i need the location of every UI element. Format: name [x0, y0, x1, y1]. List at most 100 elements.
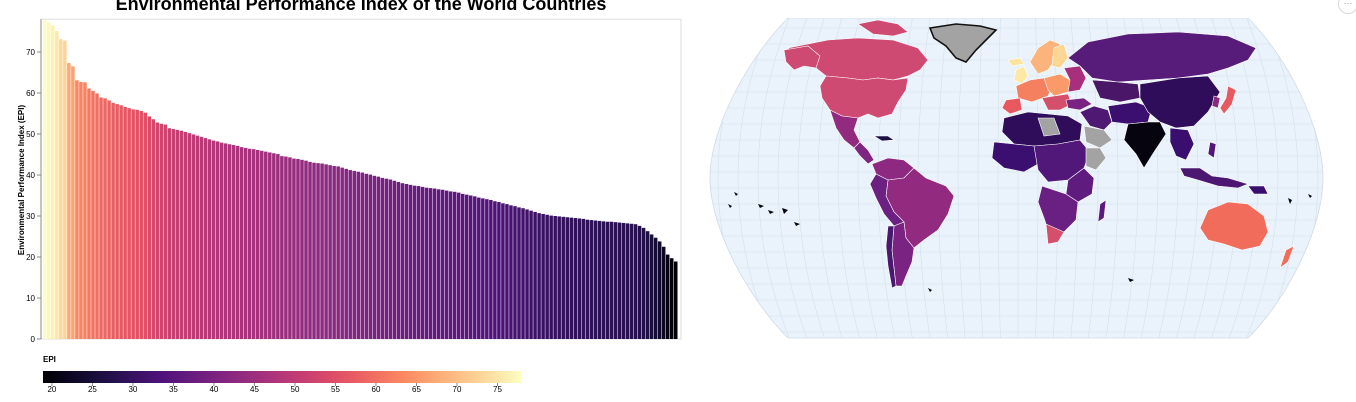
bar[interactable]: [95, 93, 99, 339]
bar[interactable]: [424, 187, 429, 339]
country-cuba[interactable]: [872, 135, 895, 142]
bar[interactable]: [55, 31, 59, 340]
bar[interactable]: [573, 218, 578, 339]
country-south-africa[interactable]: [1045, 223, 1065, 245]
country-uk[interactable]: [1013, 65, 1029, 85]
bar[interactable]: [529, 210, 533, 339]
bar[interactable]: [268, 152, 272, 339]
bar[interactable]: [481, 198, 485, 339]
country-russia[interactable]: [1067, 31, 1257, 83]
bar[interactable]: [147, 116, 152, 340]
bar[interactable]: [589, 220, 594, 339]
bar[interactable]: [469, 195, 473, 340]
country-chile[interactable]: [885, 225, 897, 289]
bar[interactable]: [613, 222, 618, 339]
bar[interactable]: [537, 213, 541, 339]
bar[interactable]: [653, 237, 658, 339]
bar[interactable]: [99, 97, 103, 339]
bar[interactable]: [364, 173, 369, 339]
bar[interactable]: [432, 188, 437, 339]
bar[interactable]: [276, 154, 280, 339]
bar[interactable]: [460, 193, 465, 339]
bar[interactable]: [328, 165, 332, 339]
bar[interactable]: [525, 209, 529, 339]
bar[interactable]: [637, 225, 642, 339]
bar[interactable]: [464, 194, 469, 339]
bar[interactable]: [629, 223, 634, 339]
bar[interactable]: [372, 175, 377, 339]
bar[interactable]: [139, 111, 143, 339]
bar[interactable]: [440, 189, 445, 339]
bar[interactable]: [545, 214, 549, 339]
bar[interactable]: [577, 218, 582, 339]
country-southeast-asia[interactable]: [1169, 127, 1195, 161]
bar[interactable]: [123, 106, 127, 339]
bar[interactable]: [400, 183, 405, 339]
country-canada[interactable]: [787, 37, 929, 81]
bar[interactable]: [59, 39, 63, 339]
bar[interactable]: [420, 186, 425, 339]
bar[interactable]: [219, 142, 224, 339]
country-arctic-islands[interactable]: [857, 19, 909, 37]
bar[interactable]: [272, 153, 276, 339]
more-options-button[interactable]: ⋯: [1338, 0, 1356, 14]
country-greenland[interactable]: [928, 23, 998, 63]
bar[interactable]: [621, 222, 626, 339]
country-iceland[interactable]: [1007, 57, 1025, 67]
bar[interactable]: [485, 199, 489, 339]
bar[interactable]: [549, 215, 553, 339]
country-japan[interactable]: [1219, 85, 1237, 115]
bar[interactable]: [264, 151, 268, 339]
bar[interactable]: [661, 246, 666, 339]
bar[interactable]: [344, 168, 348, 339]
bar[interactable]: [304, 160, 308, 339]
bar[interactable]: [597, 220, 602, 339]
bar[interactable]: [497, 202, 501, 339]
bar[interactable]: [581, 218, 586, 339]
bar[interactable]: [131, 109, 135, 340]
bar[interactable]: [444, 190, 449, 339]
bar[interactable]: [288, 157, 292, 339]
bar[interactable]: [673, 261, 678, 339]
bar[interactable]: [396, 181, 401, 339]
bar[interactable]: [103, 98, 107, 339]
bar[interactable]: [585, 219, 590, 339]
bar[interactable]: [223, 143, 228, 339]
bar[interactable]: [352, 170, 356, 339]
bar[interactable]: [135, 109, 139, 339]
bar[interactable]: [239, 147, 244, 339]
bar[interactable]: [384, 178, 389, 339]
bar[interactable]: [509, 205, 513, 339]
bar[interactable]: [71, 66, 75, 339]
bar[interactable]: [633, 224, 638, 339]
bar[interactable]: [159, 123, 164, 339]
bar[interactable]: [416, 186, 421, 339]
country-libya[interactable]: [1037, 117, 1061, 137]
country-philippines[interactable]: [1207, 141, 1217, 159]
bar[interactable]: [91, 90, 95, 339]
country-korea[interactable]: [1211, 95, 1221, 109]
bar[interactable]: [211, 140, 216, 339]
bar[interactable]: [569, 217, 574, 339]
bar[interactable]: [107, 100, 111, 339]
bar[interactable]: [87, 88, 91, 340]
bar[interactable]: [428, 188, 433, 339]
bar[interactable]: [215, 141, 220, 339]
country-india-pakistan[interactable]: [1123, 121, 1167, 169]
country-horn-of-africa[interactable]: [1085, 147, 1107, 171]
country-usa[interactable]: [819, 75, 909, 119]
bar[interactable]: [489, 200, 493, 339]
bar[interactable]: [348, 170, 352, 339]
bar[interactable]: [617, 222, 622, 339]
bar[interactable]: [79, 81, 83, 340]
bar[interactable]: [247, 148, 252, 339]
bar[interactable]: [360, 172, 365, 339]
bar[interactable]: [593, 220, 598, 339]
bar[interactable]: [477, 197, 481, 339]
bar[interactable]: [155, 122, 160, 340]
country-china-mongolia[interactable]: [1139, 75, 1221, 129]
bar[interactable]: [127, 108, 131, 339]
country-iberia[interactable]: [1001, 97, 1023, 115]
country-alaska[interactable]: [783, 45, 821, 71]
country-turkey[interactable]: [1065, 97, 1093, 111]
